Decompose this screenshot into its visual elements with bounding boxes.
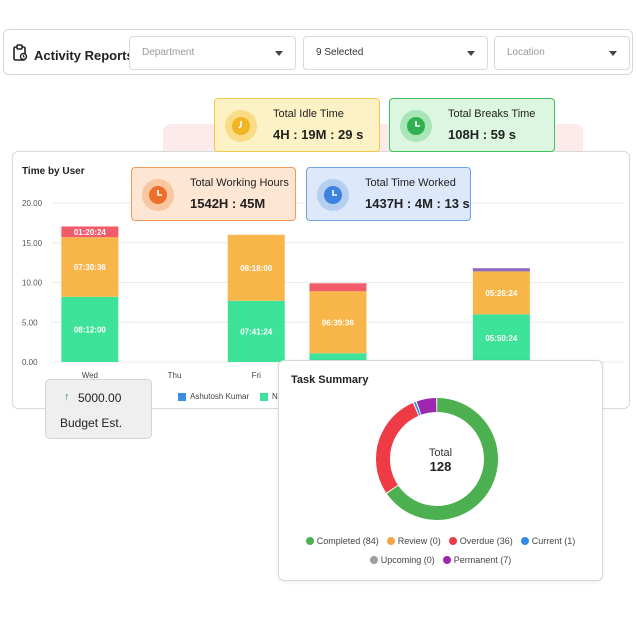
chevron-down-icon [609,51,617,56]
budget-value: 5000.00 [78,391,122,405]
bar-data-label: 05:26:24 [485,289,518,298]
department-dropdown[interactable]: Department [129,36,296,70]
bar-segment [309,291,367,354]
idle-time-card: Total Idle Time 4H : 19M : 29 s [214,98,380,152]
bar-segment [227,234,285,301]
task-summary-donut [376,398,498,520]
x-tick-label: Wed [82,371,98,380]
department-dropdown-label: Department [142,47,195,58]
clock-icon [317,179,349,211]
donut-total-label: Total [428,447,453,459]
chart-title: Time by User [22,166,85,177]
bar-data-label: 01:20:24 [74,228,107,237]
y-tick-label: 15.00 [22,239,43,248]
legend-item-permanent[interactable]: Permanent (7) [442,555,512,565]
task-summary-card: Task Summary Total 128 Completed (84) Re… [278,360,603,581]
budget-card: ↑ 5000.00 Budget Est. [45,379,152,439]
y-tick-label: 0.00 [22,358,38,367]
time-worked-value: 1437H : 4M : 13 s [365,196,470,211]
legend-item-review[interactable]: Review (0) [386,536,441,546]
legend-label: N [272,392,278,401]
location-dropdown-label: Location [507,47,545,58]
bar-data-label: 08:18:00 [240,264,273,273]
legend-swatch [260,392,268,401]
clock-icon [142,179,174,211]
bar-segment [61,237,119,297]
task-legend-row-2: Upcoming (0) Permanent (7) [279,555,602,565]
legend-label: Review (0) [397,536,441,546]
idle-time-value: 4H : 19M : 29 s [273,127,364,142]
donut-slice[interactable] [376,398,498,520]
bar-data-label: 07:30:36 [74,263,107,272]
legend-item-upcoming[interactable]: Upcoming (0) [369,555,435,565]
clock-icon [400,110,432,142]
legend-item-ashutosh[interactable]: Ashutosh Kumar [178,392,249,401]
clock-icon [225,110,257,142]
bar-data-label: 05:50:24 [485,334,518,343]
bar-data-label: 06:39:36 [322,318,355,327]
bar-segment [309,353,367,362]
chevron-down-icon [467,51,475,56]
bar-data-label: 08:12:00 [74,325,107,334]
legend-label: Overdue (36) [459,536,513,546]
filter-bar: Activity Reports Department 9 Selected L… [3,29,633,75]
working-hours-card: Total Working Hours 1542H : 45M [131,167,296,221]
selection-dropdown[interactable]: 9 Selected [303,36,488,70]
arrow-up-icon: ↑ [64,391,70,403]
legend-label: Completed (84) [316,536,379,546]
legend-label: Current (1) [531,536,576,546]
x-tick-label: Thu [168,371,182,380]
bar-segment [309,283,367,292]
time-worked-card: Total Time Worked 1437H : 4M : 13 s [306,167,471,221]
task-summary-title: Task Summary [291,374,369,386]
bar-data-label: 07:41:24 [240,327,273,336]
legend-swatch [178,392,186,401]
legend-item-completed[interactable]: Completed (84) [305,536,379,546]
budget-label: Budget Est. [60,416,123,430]
selection-dropdown-label: 9 Selected [316,47,364,58]
donut-total-value: 128 [429,459,452,474]
chevron-down-icon [275,51,283,56]
working-hours-label: Total Working Hours [190,177,289,189]
bar-segment [61,296,119,362]
breaks-time-card: Total Breaks Time 108H : 59 s [389,98,555,152]
legend-label: Permanent (7) [453,555,512,565]
idle-time-label: Total Idle Time [273,108,344,120]
y-tick-label: 5.00 [22,318,38,327]
bar-segment [472,268,530,272]
y-tick-label: 20.00 [22,199,43,208]
bar-segment [472,314,530,362]
breaks-time-value: 108H : 59 s [448,127,516,142]
working-hours-value: 1542H : 45M [190,196,266,211]
page-title: Activity Reports [12,44,134,66]
y-tick-label: 10.00 [22,279,43,288]
legend-item-overdue[interactable]: Overdue (36) [448,536,513,546]
legend-label: Upcoming (0) [380,555,435,565]
task-legend-row-1: Completed (84) Review (0) Overdue (36) C… [279,536,602,546]
bar-segment [227,300,285,362]
x-tick-label: Fri [252,371,262,380]
page-title-text: Activity Reports [34,47,134,63]
donut-slice[interactable] [376,398,498,520]
legend-label: Ashutosh Kumar [190,392,250,401]
bar-segment [61,226,119,238]
breaks-time-label: Total Breaks Time [448,108,536,120]
clipboard-icon [12,44,28,66]
legend-item-current[interactable]: Current (1) [520,536,576,546]
location-dropdown[interactable]: Location [494,36,630,70]
legend-item-second[interactable]: N [260,392,278,401]
time-worked-label: Total Time Worked [365,177,456,189]
bar-segment [472,271,530,315]
